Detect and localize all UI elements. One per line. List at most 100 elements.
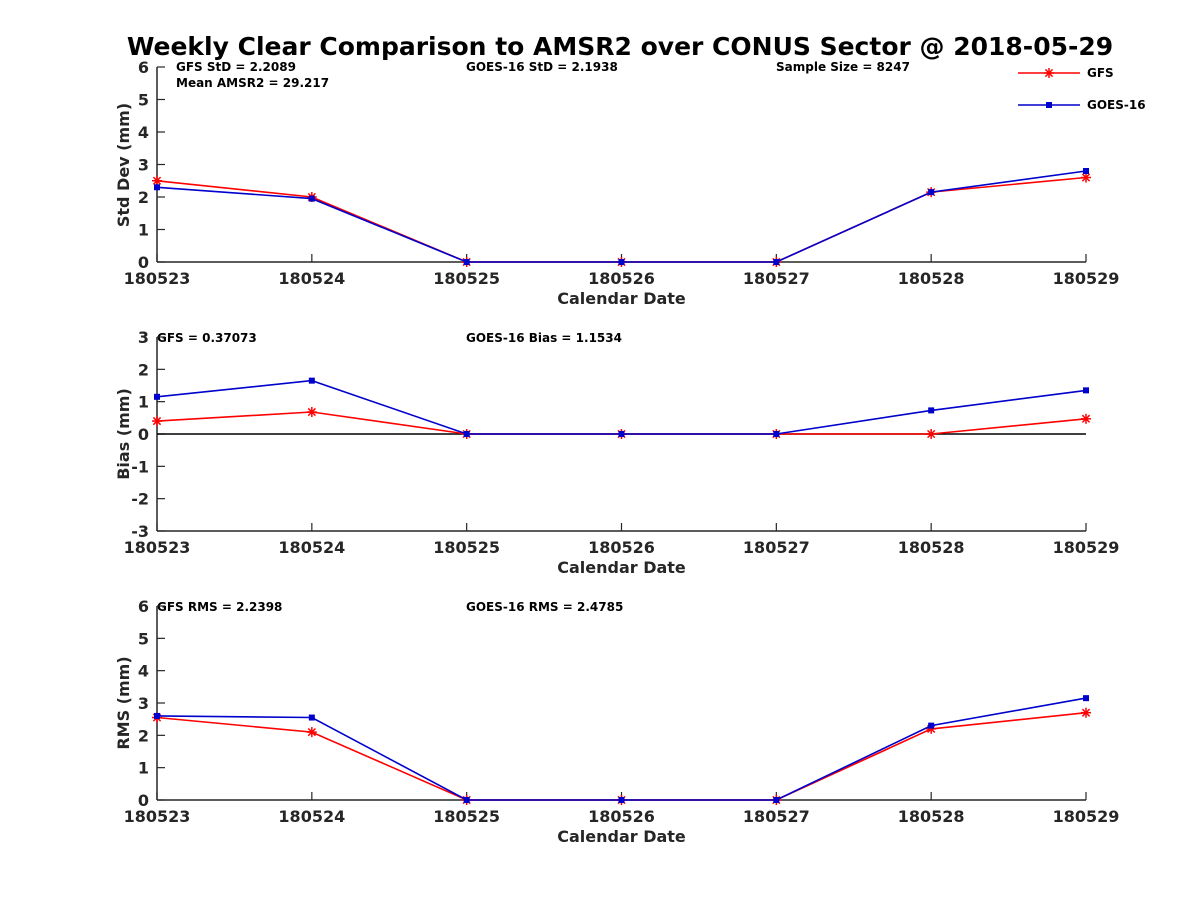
data-point-goes-16 [1083,168,1089,174]
y-tick-label: 5 [138,629,149,648]
x-axis-label: Calendar Date [557,558,686,577]
x-tick-label: 180526 [588,807,655,826]
y-tick-label: 1 [138,759,149,778]
y-tick-label: -1 [131,457,149,476]
data-point-goes-16 [773,431,780,437]
series-line-goes-16 [156,379,1087,435]
series-goes-16 [154,695,1089,803]
x-tick-label: 180523 [124,538,191,557]
data-point-gfs [1081,707,1091,718]
x-tick-label: 180528 [898,269,965,288]
data-point-goes-16 [308,714,315,721]
data-point-goes-16 [618,259,625,265]
legend-gfs-asterisk [1044,68,1054,78]
y-tick-label: 5 [138,91,149,110]
data-point-goes-16 [154,393,160,400]
y-tick-label: -3 [131,522,149,541]
data-point-goes-16 [154,184,160,191]
gfs-rms-annotation: GFS RMS = 2.2398 [157,600,282,614]
x-tick-label: 180524 [278,269,345,288]
chart-legend: GFS GOES-16 [1018,66,1146,112]
data-point-goes-16 [1083,387,1089,394]
y-tick-label: 2 [138,188,149,207]
gfs-std-annotation: GFS StD = 2.2089 [176,60,296,74]
y-tick-label: 0 [138,791,149,810]
goes16-bias-annotation: GOES-16 Bias = 1.1534 [466,331,622,345]
data-point-goes-16 [463,431,470,437]
y-tick-label: 1 [138,393,149,412]
y-tick-label: -2 [131,490,149,509]
data-point-gfs [152,416,162,427]
y-tick-label: 6 [138,58,149,77]
data-point-gfs [926,429,937,439]
data-point-goes-16 [463,259,470,265]
x-tick-label: 180529 [1053,807,1120,826]
data-point-goes-16 [463,797,470,803]
y-axis-label: Bias (mm) [114,388,133,480]
panel-3: 0 1 2 3 4 5 6 180523 180524 180525 180526 180527 180… [114,597,1119,846]
x-tick-label: 180529 [1053,538,1120,557]
legend-gfs-marker [1044,68,1054,78]
mean-amsr2-annotation: Mean AMSR2 = 29.217 [176,76,329,90]
y-tick-label: 3 [138,156,149,175]
data-point-gfs [306,727,317,738]
data-point-goes-16 [773,797,780,803]
y-tick-label: 2 [138,726,149,745]
data-point-goes-16 [618,797,625,803]
y-tick-label: 3 [138,694,149,713]
data-point-goes-16 [1083,695,1089,702]
y-tick-label: 0 [138,425,149,444]
data-point-gfs [1081,172,1091,183]
x-tick-label: 180525 [433,807,500,826]
series-line-goes-16 [156,170,1087,263]
data-point-goes-16 [928,189,935,196]
x-tick-label: 180523 [124,807,191,826]
x-tick-label: 180527 [743,538,810,557]
x-tick-label: 180529 [1053,269,1120,288]
legend-gfs-label: GFS [1087,66,1114,80]
x-tick-label: 180528 [898,807,965,826]
y-axis-label: RMS (mm) [114,656,133,749]
x-tick-label: 180524 [278,538,345,557]
gfs-bias-annotation: GFS = 0.37073 [157,331,257,345]
x-axis-label: Calendar Date [557,289,686,308]
chart-title: Weekly Clear Comparison to AMSR2 over CO… [127,32,1113,61]
data-point-goes-16 [154,712,160,719]
goes16-std-annotation: GOES-16 StD = 2.1938 [466,60,618,74]
series-line-goes-16 [156,697,1087,801]
y-tick-label: 4 [138,123,149,142]
x-tick-label: 180526 [588,269,655,288]
legend-goes16-marker [1046,102,1052,108]
x-tick-label: 180528 [898,538,965,557]
series-goes-16 [154,377,1089,437]
x-tick-label: 180525 [433,538,500,557]
x-axis-label: Calendar Date [557,827,686,846]
y-axis-label: Std Dev (mm) [114,103,133,227]
x-tick-label: 180524 [278,807,345,826]
y-tick-label: 6 [138,597,149,616]
y-tick-label: 2 [138,360,149,379]
series-line-gfs [156,711,1087,801]
data-point-gfs [1081,413,1091,424]
data-point-goes-16 [618,431,625,437]
data-point-goes-16 [928,722,935,729]
data-point-gfs [152,175,162,186]
x-tick-label: 180527 [743,807,810,826]
y-tick-label: 0 [138,253,149,272]
data-point-gfs [306,407,317,418]
x-tick-label: 180525 [433,269,500,288]
series-goes-16 [154,168,1089,265]
data-point-goes-16 [308,195,315,202]
y-tick-label: 4 [138,662,149,681]
x-tick-label: 180523 [124,269,191,288]
panel-2: -3 -2 -1 0 1 2 3 180523 180524 180525 180526 180527… [114,328,1119,577]
goes16-rms-annotation: GOES-16 RMS = 2.4785 [466,600,623,614]
data-point-goes-16 [308,377,315,384]
x-tick-label: 180526 [588,538,655,557]
data-point-goes-16 [928,407,935,414]
legend-goes16-label: GOES-16 [1087,98,1146,112]
sample-size-annotation: Sample Size = 8247 [776,60,910,74]
data-point-goes-16 [773,259,780,265]
panel-1: 0 1 2 3 4 5 6 180523 180524 180525 180526 180527 180… [114,58,1119,308]
